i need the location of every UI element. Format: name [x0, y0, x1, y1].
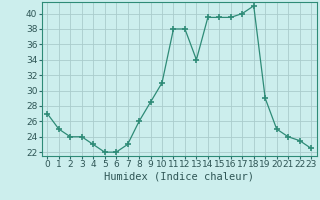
X-axis label: Humidex (Indice chaleur): Humidex (Indice chaleur) [104, 172, 254, 182]
